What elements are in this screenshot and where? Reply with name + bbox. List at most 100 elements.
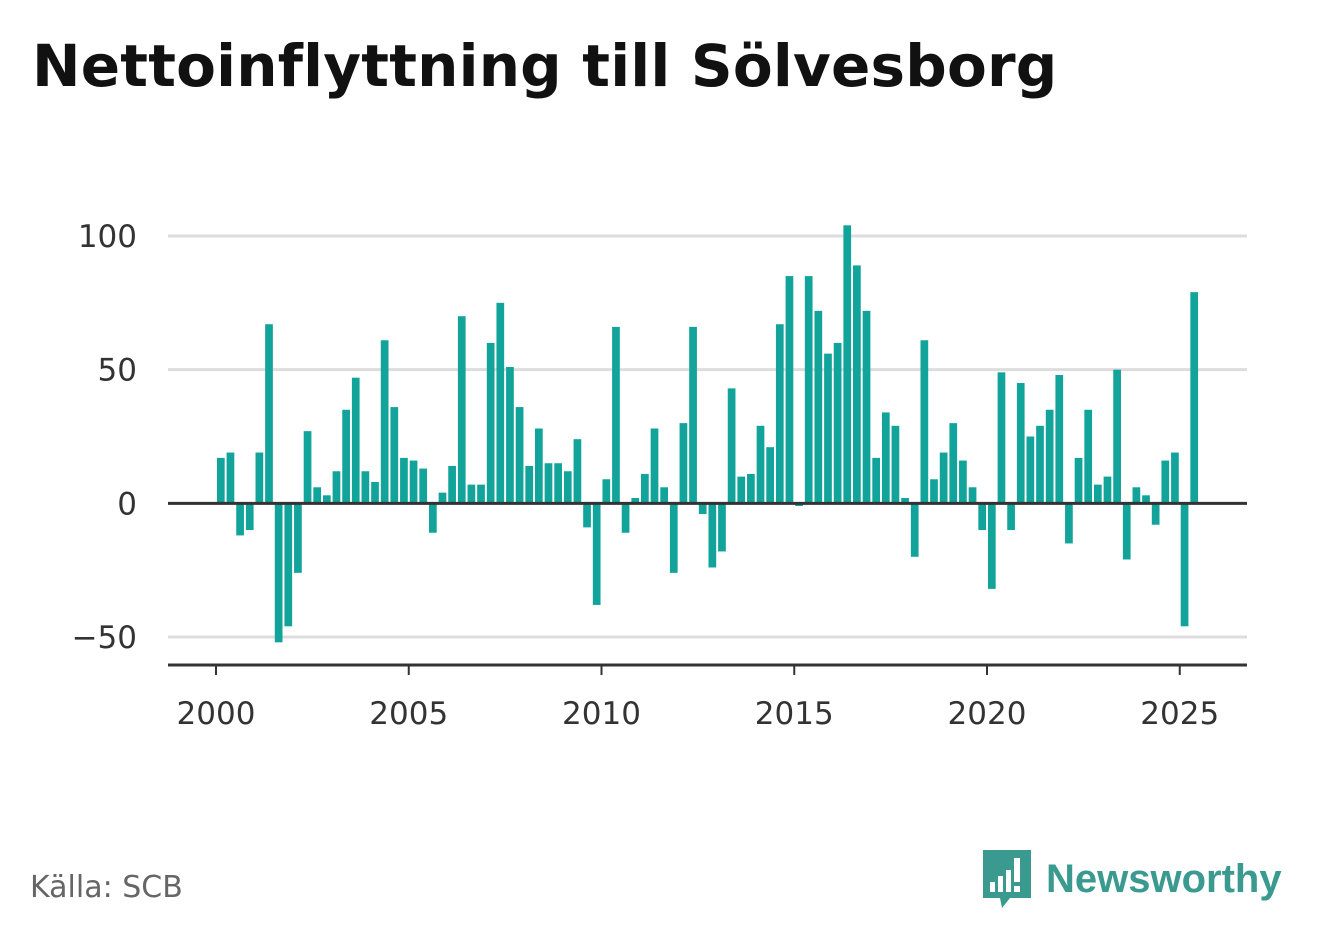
bar bbox=[284, 503, 293, 627]
bar bbox=[1045, 409, 1054, 504]
x-tick-label: 2000 bbox=[177, 696, 256, 732]
bar bbox=[660, 487, 668, 504]
bar bbox=[351, 377, 360, 504]
bar bbox=[775, 324, 784, 504]
bar bbox=[997, 372, 1006, 504]
x-tick-label: 2005 bbox=[369, 696, 448, 732]
bar bbox=[428, 503, 437, 533]
bar bbox=[689, 326, 697, 504]
bar bbox=[833, 342, 842, 504]
bar bbox=[756, 425, 765, 504]
bar bbox=[390, 407, 399, 504]
bar bbox=[978, 503, 987, 531]
source-note: Källa: SCB bbox=[30, 870, 183, 905]
bar bbox=[669, 503, 678, 573]
tick-labels: −50 0 50 100 2000 2005 2010 2015 2020 2025 bbox=[72, 219, 1220, 732]
bar bbox=[1065, 503, 1073, 544]
bar bbox=[910, 503, 919, 557]
bar bbox=[920, 340, 929, 504]
bar bbox=[1113, 369, 1121, 504]
bar bbox=[332, 471, 341, 504]
bar bbox=[959, 460, 967, 504]
bar bbox=[747, 473, 755, 504]
bar bbox=[1084, 409, 1093, 504]
bar bbox=[342, 409, 350, 504]
bar bbox=[814, 310, 823, 504]
bar bbox=[361, 471, 370, 504]
bar bbox=[698, 503, 707, 515]
bar bbox=[265, 324, 273, 504]
bar bbox=[496, 302, 505, 504]
bar bbox=[1161, 460, 1170, 504]
bar bbox=[1171, 452, 1179, 504]
bar bbox=[255, 452, 264, 504]
bar bbox=[1122, 503, 1131, 560]
bar bbox=[477, 484, 485, 504]
bar bbox=[1055, 375, 1064, 504]
bar bbox=[1190, 292, 1199, 504]
bar bbox=[486, 342, 495, 504]
bar bbox=[621, 503, 630, 533]
bar bbox=[371, 481, 379, 504]
bar bbox=[448, 465, 456, 504]
bar bbox=[631, 497, 640, 504]
bar bbox=[891, 425, 900, 504]
bar bbox=[804, 276, 813, 504]
bar bbox=[1036, 425, 1044, 504]
bar bbox=[525, 465, 534, 504]
bar bbox=[602, 479, 611, 504]
bars bbox=[216, 225, 1199, 643]
bar bbox=[1074, 457, 1083, 504]
bar bbox=[245, 503, 254, 531]
x-tick-label: 2020 bbox=[948, 696, 1027, 732]
bar bbox=[968, 487, 977, 504]
bar bbox=[1016, 383, 1025, 504]
bar bbox=[592, 503, 601, 605]
bar bbox=[313, 487, 322, 504]
bar bbox=[409, 460, 418, 504]
y-tick-label: 0 bbox=[117, 486, 137, 522]
bar bbox=[824, 353, 832, 504]
bar bbox=[535, 428, 543, 504]
bar bbox=[766, 447, 775, 504]
bar-chart-speech-bubble-icon bbox=[983, 850, 1031, 908]
bar bbox=[583, 503, 591, 528]
brand-name: Newsworthy bbox=[1046, 856, 1282, 901]
bar bbox=[274, 503, 283, 643]
bar bbox=[322, 495, 331, 504]
bar bbox=[303, 431, 312, 504]
axes bbox=[168, 501, 1247, 675]
bar bbox=[1142, 495, 1150, 504]
bar bbox=[737, 476, 746, 504]
bar bbox=[419, 468, 428, 504]
bar bbox=[901, 497, 909, 504]
bar bbox=[930, 479, 938, 504]
x-tick-label: 2025 bbox=[1140, 696, 1219, 732]
bar bbox=[727, 388, 736, 504]
bar bbox=[515, 407, 524, 504]
bar bbox=[563, 471, 572, 504]
bar bbox=[1151, 503, 1160, 525]
bar bbox=[843, 225, 852, 504]
bar bbox=[1180, 503, 1189, 627]
x-tick-label: 2010 bbox=[562, 696, 641, 732]
bar bbox=[294, 503, 302, 573]
bar bbox=[544, 463, 553, 504]
bar bbox=[987, 503, 996, 589]
bar bbox=[554, 463, 562, 504]
bar bbox=[506, 366, 514, 504]
bar bbox=[853, 265, 861, 504]
bar bbox=[457, 316, 466, 504]
chart-title: Nettoinflyttning till Sölvesborg bbox=[32, 32, 1058, 100]
bar bbox=[881, 412, 890, 504]
y-tick-label: 50 bbox=[98, 353, 137, 389]
bar bbox=[718, 503, 726, 552]
y-tick-label: 100 bbox=[78, 219, 137, 255]
bar bbox=[236, 503, 244, 536]
bar bbox=[872, 457, 881, 504]
bar bbox=[467, 484, 476, 504]
bar bbox=[862, 310, 871, 504]
bar bbox=[708, 503, 717, 568]
bar bbox=[438, 492, 447, 504]
